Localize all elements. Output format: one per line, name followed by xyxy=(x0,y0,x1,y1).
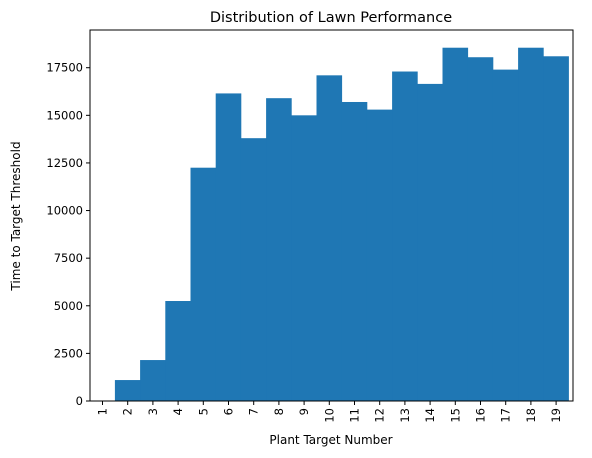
bar-15 xyxy=(442,47,469,402)
x-tick-label: 17 xyxy=(499,408,513,423)
x-tick-label: 15 xyxy=(448,408,462,423)
y-tick-label: 17500 xyxy=(46,61,83,75)
bar-18 xyxy=(518,47,544,402)
bar-3 xyxy=(140,360,166,401)
bar-17 xyxy=(492,69,519,402)
x-tick-label: 5 xyxy=(196,408,210,415)
x-tick-label: 2 xyxy=(121,408,135,415)
bar-13 xyxy=(392,71,418,402)
bar-19 xyxy=(543,56,569,401)
bar-11 xyxy=(341,101,368,402)
x-tick-label: 4 xyxy=(171,408,185,415)
x-tick-label: 7 xyxy=(247,408,261,415)
bar-14 xyxy=(417,83,443,402)
x-tick-label: 8 xyxy=(272,408,286,415)
bar-9 xyxy=(291,115,317,401)
x-tick-label: 18 xyxy=(524,408,538,423)
bar-5 xyxy=(190,167,217,401)
bar-6 xyxy=(215,93,242,402)
bar-4 xyxy=(165,301,191,401)
plot-frame xyxy=(89,29,574,402)
y-tick-label: 2500 xyxy=(54,346,83,360)
x-tick-label: 6 xyxy=(222,408,236,415)
x-tick-label: 1 xyxy=(96,408,110,415)
x-axis-label: Plant Target Number xyxy=(269,433,392,447)
y-axis-label: Time to Target Threshold xyxy=(9,141,23,291)
y-tick-label: 15000 xyxy=(46,108,83,122)
bar-7 xyxy=(240,138,267,401)
bars xyxy=(114,47,569,402)
y-tick-label: 12500 xyxy=(46,156,83,170)
bar-10 xyxy=(316,75,343,401)
bar-2 xyxy=(114,380,141,401)
x-tick-label: 10 xyxy=(322,408,336,423)
x-tick-label: 13 xyxy=(398,408,412,423)
bar-8 xyxy=(266,98,292,402)
y-axis: 0 2500 5000 7500 10000 12500 15000 17500 xyxy=(46,61,90,408)
y-tick-label: 10000 xyxy=(46,204,83,218)
y-tick-label: 0 xyxy=(76,394,83,408)
bar-16 xyxy=(467,57,494,401)
x-tick-label: 16 xyxy=(474,408,488,423)
chart-title: Distribution of Lawn Performance xyxy=(210,10,452,26)
x-tick-label: 19 xyxy=(549,408,563,423)
x-axis: 1 2 3 4 5 6 7 8 9 10 11 12 13 14 15 16 17 18 19 xyxy=(96,401,563,423)
x-tick-label: 9 xyxy=(297,408,311,415)
x-tick-label: 12 xyxy=(373,408,387,423)
y-tick-label: 7500 xyxy=(54,251,83,265)
x-tick-label: 14 xyxy=(423,408,437,423)
y-tick-label: 5000 xyxy=(54,299,83,313)
bar-12 xyxy=(366,109,393,402)
x-tick-label: 3 xyxy=(146,408,160,415)
x-tick-label: 11 xyxy=(348,408,362,423)
